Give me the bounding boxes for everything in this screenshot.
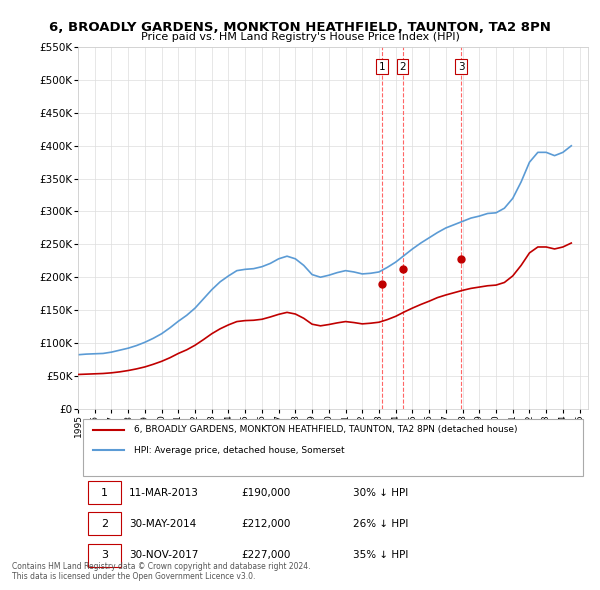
FancyBboxPatch shape [88, 544, 121, 567]
Text: 1: 1 [101, 488, 108, 498]
Text: 3: 3 [458, 62, 464, 71]
Text: 2: 2 [101, 519, 108, 529]
Text: £212,000: £212,000 [241, 519, 290, 529]
Point [398, 264, 407, 274]
Text: 30-NOV-2017: 30-NOV-2017 [129, 550, 199, 560]
Text: 3: 3 [101, 550, 108, 560]
FancyBboxPatch shape [83, 419, 583, 476]
Text: 6, BROADLY GARDENS, MONKTON HEATHFIELD, TAUNTON, TA2 8PN: 6, BROADLY GARDENS, MONKTON HEATHFIELD, … [49, 21, 551, 34]
Text: 30-MAY-2014: 30-MAY-2014 [129, 519, 196, 529]
Text: HPI: Average price, detached house, Somerset: HPI: Average price, detached house, Some… [134, 445, 345, 454]
Point [457, 255, 466, 264]
Text: £227,000: £227,000 [241, 550, 290, 560]
Text: Contains HM Land Registry data © Crown copyright and database right 2024.
This d: Contains HM Land Registry data © Crown c… [12, 562, 311, 581]
FancyBboxPatch shape [88, 481, 121, 504]
Text: 1: 1 [379, 62, 385, 71]
FancyBboxPatch shape [88, 513, 121, 536]
Point [377, 279, 387, 289]
Text: 6, BROADLY GARDENS, MONKTON HEATHFIELD, TAUNTON, TA2 8PN (detached house): 6, BROADLY GARDENS, MONKTON HEATHFIELD, … [134, 425, 518, 434]
Text: 30% ↓ HPI: 30% ↓ HPI [353, 488, 409, 498]
Text: 26% ↓ HPI: 26% ↓ HPI [353, 519, 409, 529]
Text: 35% ↓ HPI: 35% ↓ HPI [353, 550, 409, 560]
Text: 2: 2 [399, 62, 406, 71]
Text: 11-MAR-2013: 11-MAR-2013 [129, 488, 199, 498]
Text: Price paid vs. HM Land Registry's House Price Index (HPI): Price paid vs. HM Land Registry's House … [140, 32, 460, 42]
Text: £190,000: £190,000 [241, 488, 290, 498]
